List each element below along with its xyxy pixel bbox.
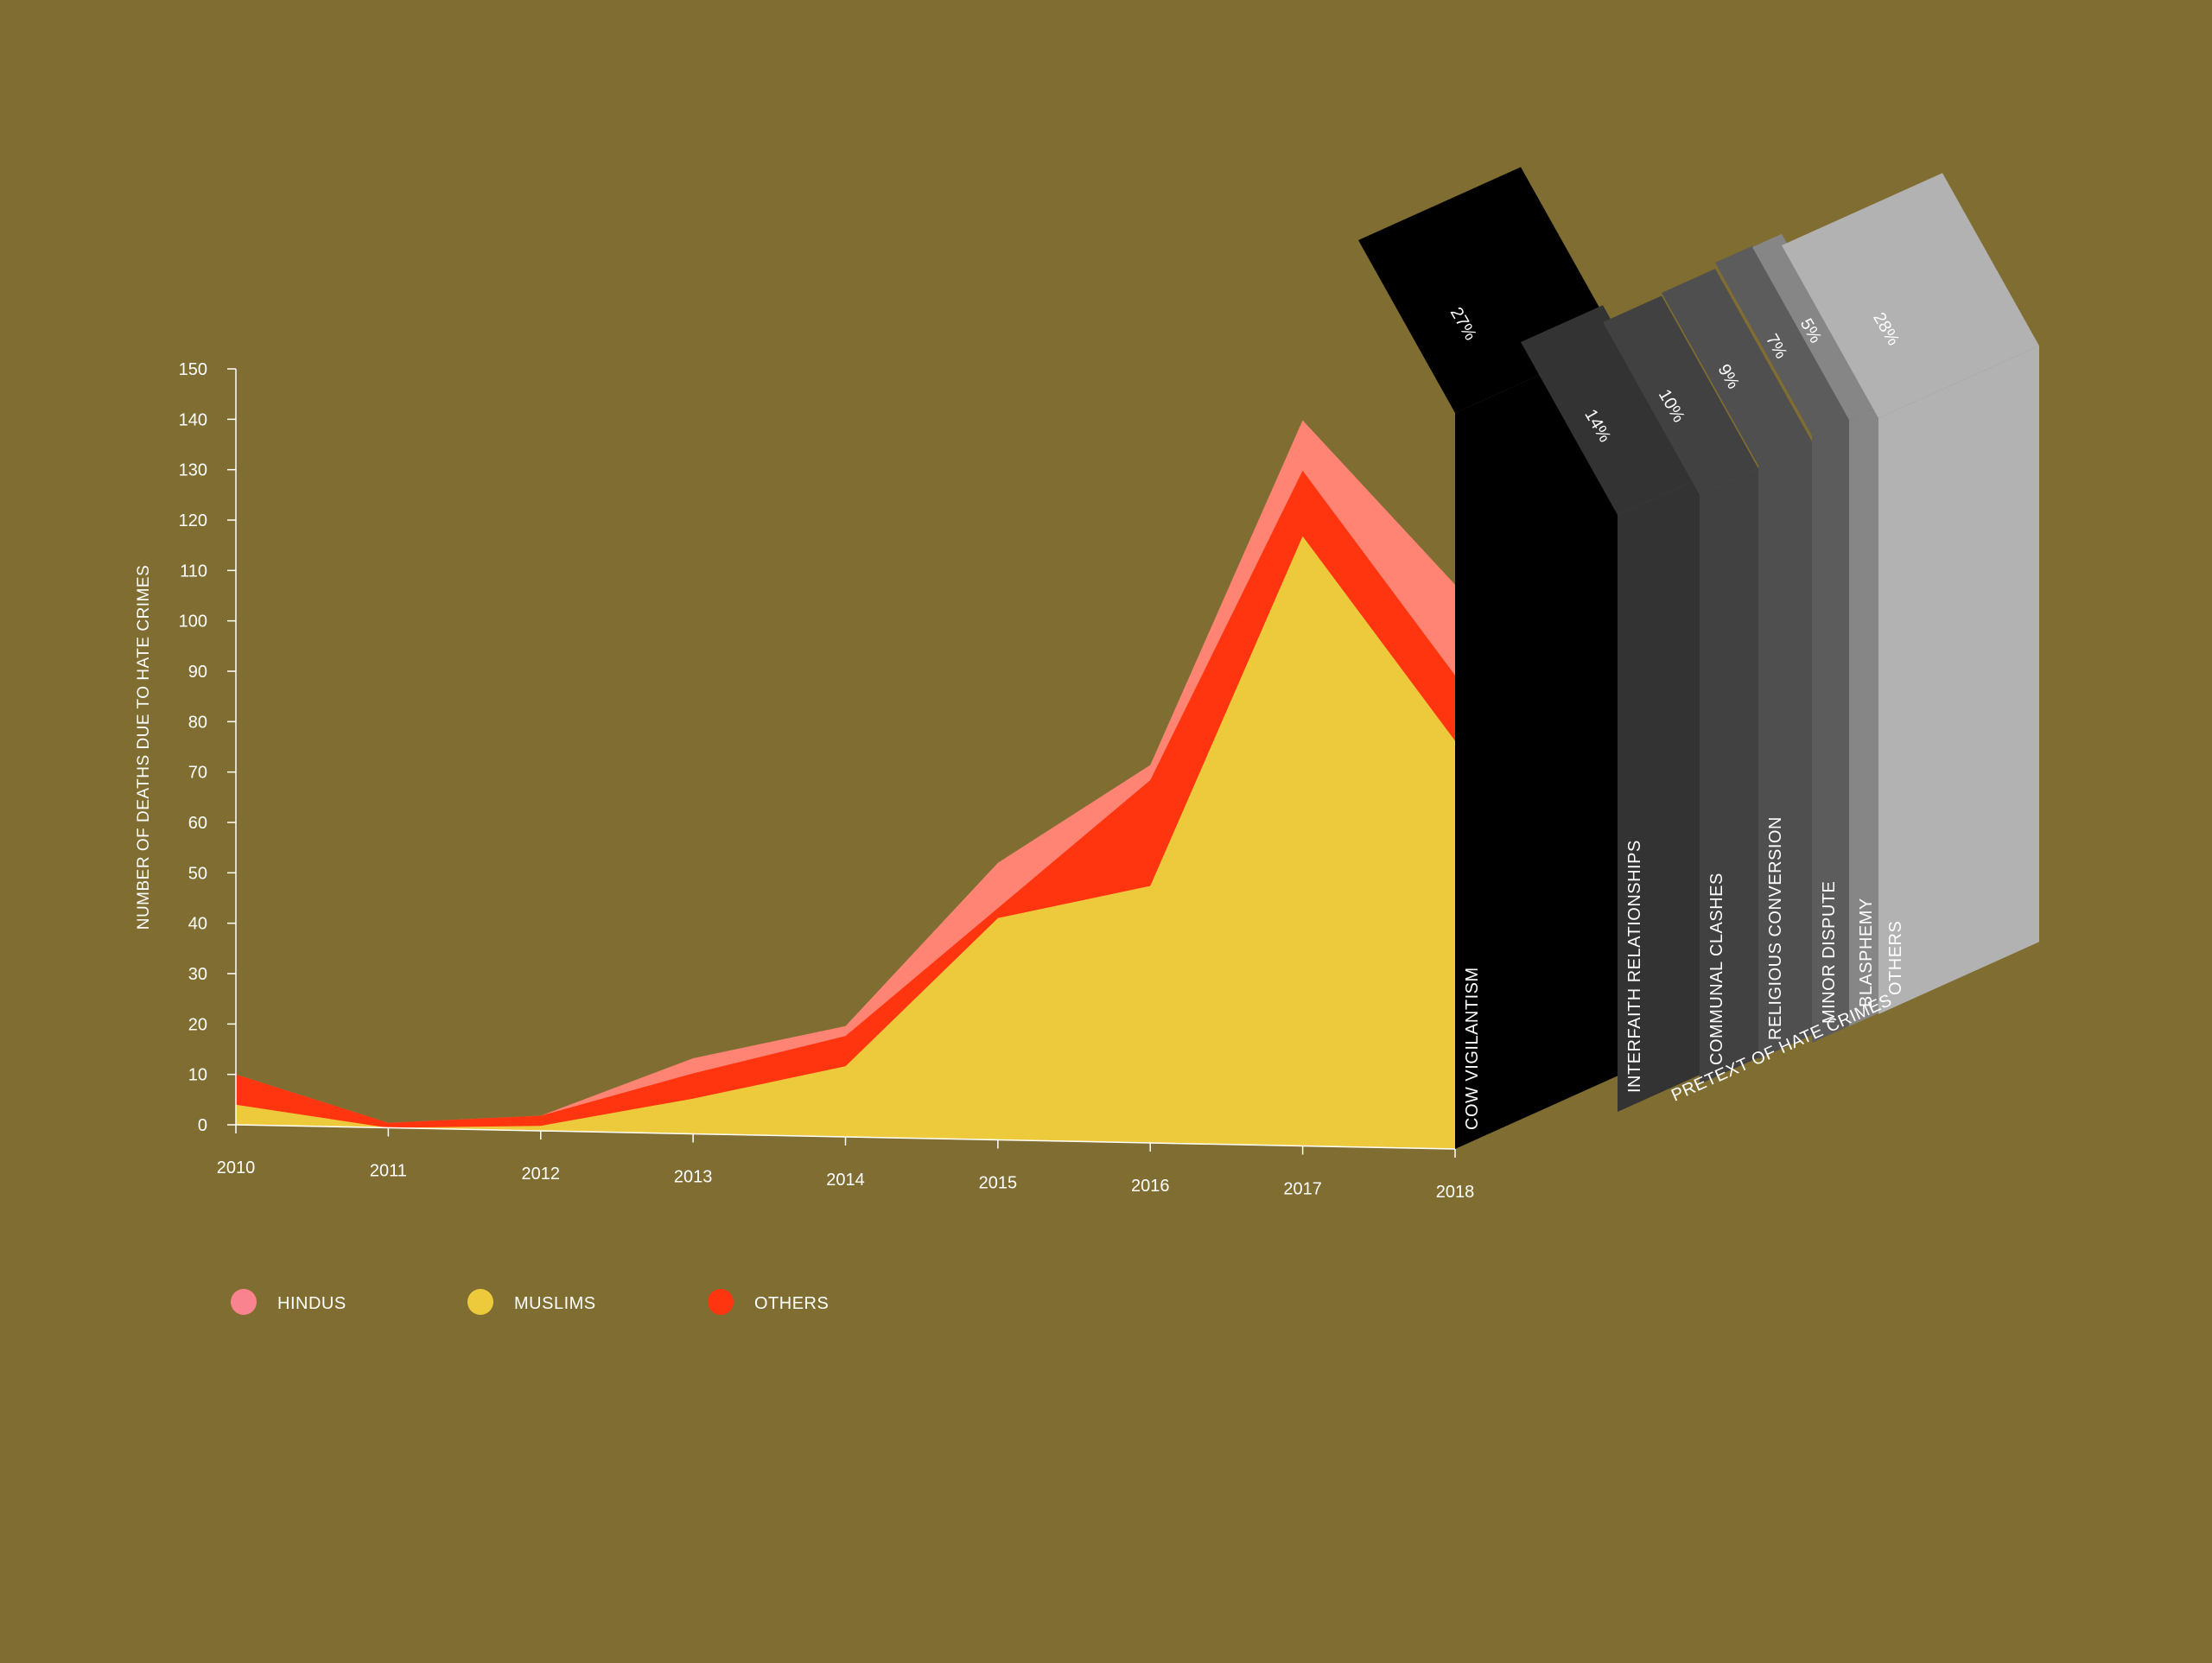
legend-item-others: OTHERS: [708, 1289, 829, 1315]
y-tick-label: 100: [179, 613, 207, 632]
pretext-label-interfaith-relationships: INTERFAITH RELATIONSHIPS: [1625, 840, 1644, 1093]
x-tick-label: 2013: [674, 1168, 713, 1187]
y-tick-label: 10: [188, 1066, 207, 1085]
y-tick-label: 110: [180, 562, 207, 581]
y-tick-label: 40: [188, 915, 207, 934]
legend-label: OTHERS: [754, 1294, 829, 1313]
legend-swatch: [467, 1289, 493, 1315]
legend-label: MUSLIMS: [514, 1294, 596, 1313]
y-tick-label: 130: [179, 461, 207, 480]
x-tick-label: 2012: [522, 1165, 561, 1184]
pretext-front-religious-conversion: [1758, 441, 1812, 1060]
y-tick-label: 70: [188, 764, 207, 783]
pretext-front-others: [1878, 346, 2039, 1014]
y-tick-label: 30: [188, 965, 207, 984]
pretext-label-cow-vigilantism: COW VIGILANTISM: [1463, 967, 1482, 1130]
y-tick-label: 50: [188, 864, 207, 883]
area-plot: [236, 420, 1455, 1149]
pretext-front-communal-clashes: [1700, 468, 1758, 1084]
pretext-label-religious-conversion: RELIGIOUS CONVERSION: [1766, 816, 1785, 1040]
legend-item-muslims: MUSLIMS: [467, 1289, 596, 1315]
legend-swatch: [231, 1289, 257, 1315]
legend-item-hindus: HINDUS: [231, 1289, 346, 1315]
pretext-top-interfaith-relationships: [1521, 305, 1700, 515]
axes: 0 10 20 30 40 50 60 70 80 90 100 110 120 130 140 150 201…: [135, 360, 1474, 1202]
y-tick-label: 20: [188, 1015, 207, 1034]
pretext-top-others: [1782, 173, 2039, 419]
legend: HINDUS MUSLIMS OTHERS: [231, 1289, 829, 1315]
y-tick-label: 0: [198, 1116, 207, 1135]
pretext-label-blasphemy: BLASPHEMY: [1857, 898, 1876, 1007]
y-tick-label: 80: [188, 713, 207, 732]
legend-swatch: [708, 1289, 734, 1315]
x-tick-label: 2015: [979, 1174, 1018, 1193]
x-tick-label: 2011: [370, 1162, 407, 1181]
pretext-front-interfaith-relationships: [1618, 478, 1700, 1112]
x-tick-label: 2016: [1131, 1177, 1170, 1196]
y-tick-label: 140: [179, 410, 207, 429]
pretext-top-religious-conversion: [1662, 269, 1812, 466]
pretext-front-blasphemy: [1849, 406, 1878, 1026]
pretext-label-others: OTHERS: [1886, 921, 1905, 995]
x-tick-label: 2018: [1436, 1183, 1475, 1202]
pretext-top-blasphemy: [1752, 233, 1878, 420]
y-tick-label: 120: [179, 511, 207, 530]
x-tick-label: 2010: [217, 1158, 256, 1177]
x-tick-label: 2017: [1283, 1180, 1322, 1199]
x-tick-label: 2014: [826, 1171, 865, 1190]
legend-label: HINDUS: [277, 1294, 346, 1313]
pretext-front-minor-dispute: [1812, 418, 1849, 1043]
pretext-label-minor-dispute: MINOR DISPUTE: [1820, 881, 1839, 1024]
pretext-top-minor-dispute: [1715, 245, 1849, 435]
y-axis-title: NUMBER OF DEATHS DUE TO HATE CRIMES: [135, 565, 153, 930]
series-area-muslims: [236, 536, 1455, 1149]
pretext-top-communal-clashes: [1603, 295, 1758, 495]
y-tick-label: 60: [188, 814, 207, 833]
y-tick-label: 90: [188, 663, 207, 682]
y-tick-label: 150: [179, 360, 207, 379]
pretext-front-cow-vigilantism: [1455, 340, 1618, 1149]
pretext-label-communal-clashes: COMMUNAL CLASHES: [1707, 873, 1726, 1065]
